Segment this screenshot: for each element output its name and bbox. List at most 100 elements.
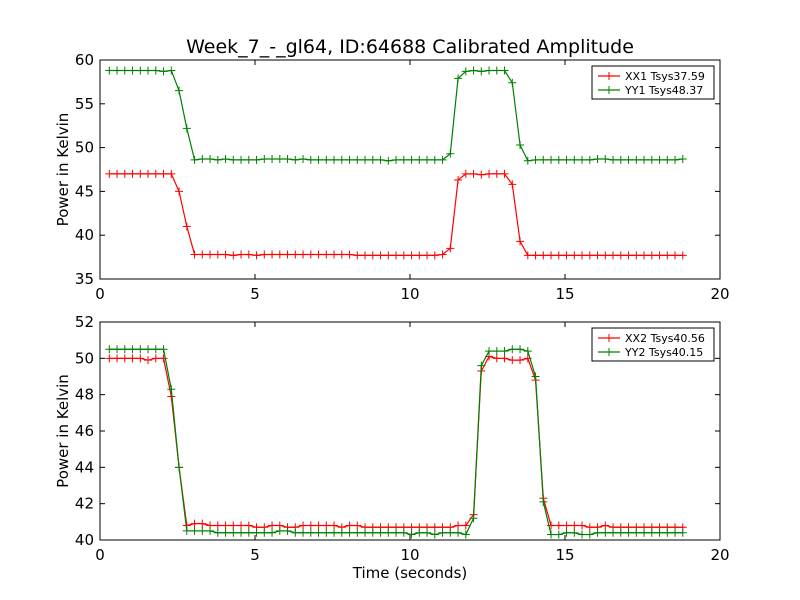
data-point xyxy=(446,149,455,158)
data-point xyxy=(198,154,207,163)
data-point xyxy=(671,251,680,260)
data-point xyxy=(430,155,439,164)
data-point xyxy=(384,156,393,165)
data-point xyxy=(655,155,664,164)
data-point xyxy=(578,155,587,164)
data-point xyxy=(275,154,284,163)
x-tick-label: 20 xyxy=(710,285,729,303)
data-point xyxy=(190,526,199,535)
data-point xyxy=(221,528,230,537)
data-point xyxy=(399,155,408,164)
data-point xyxy=(144,356,153,365)
data-point xyxy=(260,528,269,537)
y-tick-label: 60 xyxy=(75,51,94,69)
legend-marker xyxy=(605,334,613,342)
data-point xyxy=(213,250,222,259)
data-point xyxy=(407,523,416,532)
data-point xyxy=(113,66,122,75)
data-point xyxy=(322,528,331,537)
data-point xyxy=(516,237,525,246)
legend-label: XX2 Tsys40.56 xyxy=(625,332,705,345)
data-point xyxy=(616,251,625,260)
data-point xyxy=(175,187,184,196)
data-point xyxy=(554,530,563,539)
data-point xyxy=(337,250,346,259)
data-point xyxy=(376,155,385,164)
data-point xyxy=(438,155,447,164)
data-point xyxy=(469,514,478,523)
data-point xyxy=(601,251,610,260)
data-point xyxy=(601,528,610,537)
legend-marker xyxy=(605,72,613,80)
data-point xyxy=(430,251,439,260)
data-point xyxy=(144,169,153,178)
data-point xyxy=(361,251,370,260)
y-tick-label: 45 xyxy=(75,182,94,200)
data-point xyxy=(554,251,563,260)
data-point xyxy=(640,155,649,164)
data-point xyxy=(345,250,354,259)
data-point xyxy=(647,251,656,260)
data-point xyxy=(120,66,129,75)
data-point xyxy=(430,530,439,539)
data-point xyxy=(353,521,362,530)
data-point xyxy=(438,528,447,537)
data-point xyxy=(105,345,114,354)
legend-marker xyxy=(605,86,613,94)
data-point xyxy=(461,521,470,530)
y-tick-label: 55 xyxy=(75,95,94,113)
data-point xyxy=(229,521,238,530)
data-point xyxy=(198,526,207,535)
data-point xyxy=(384,528,393,537)
data-point xyxy=(268,154,277,163)
data-point xyxy=(562,155,571,164)
data-point xyxy=(260,250,269,259)
data-point xyxy=(539,155,548,164)
data-point xyxy=(283,250,292,259)
chart-title: Week_7_-_gl64, ID:64688 Calibrated Ampli… xyxy=(186,36,634,58)
data-point xyxy=(268,521,277,530)
data-point xyxy=(593,251,602,260)
data-point xyxy=(508,356,517,365)
data-point xyxy=(477,361,486,370)
data-point xyxy=(182,526,191,535)
data-point xyxy=(206,250,215,259)
y-axis-label: Power in Kelvin xyxy=(54,374,72,488)
data-point xyxy=(283,526,292,535)
x-tick-label: 15 xyxy=(555,285,574,303)
data-point xyxy=(578,521,587,530)
data-point xyxy=(120,345,129,354)
data-point xyxy=(399,251,408,260)
data-point xyxy=(399,528,408,537)
data-point xyxy=(415,155,424,164)
data-point xyxy=(330,155,339,164)
data-point xyxy=(120,354,129,363)
x-tick-label: 20 xyxy=(710,546,729,564)
data-point xyxy=(167,66,176,75)
y-tick-label: 50 xyxy=(75,139,94,157)
data-point xyxy=(508,345,517,354)
data-point xyxy=(562,251,571,260)
data-point xyxy=(376,528,385,537)
data-point xyxy=(640,251,649,260)
data-point xyxy=(190,519,199,528)
data-point xyxy=(322,250,331,259)
data-point xyxy=(306,250,315,259)
data-point xyxy=(299,528,308,537)
data-point xyxy=(221,521,230,530)
data-point xyxy=(105,169,114,178)
data-point xyxy=(136,345,145,354)
data-point xyxy=(392,528,401,537)
data-point xyxy=(562,521,571,530)
data-point xyxy=(477,67,486,76)
data-point xyxy=(291,155,300,164)
data-point xyxy=(407,251,416,260)
legend-label: YY2 Tsys40.15 xyxy=(624,346,703,359)
data-point xyxy=(423,528,432,537)
data-point xyxy=(516,356,525,365)
data-point xyxy=(314,155,323,164)
data-point xyxy=(469,66,478,75)
data-point xyxy=(206,154,215,163)
y-tick-label: 52 xyxy=(75,313,94,331)
data-point xyxy=(632,251,641,260)
